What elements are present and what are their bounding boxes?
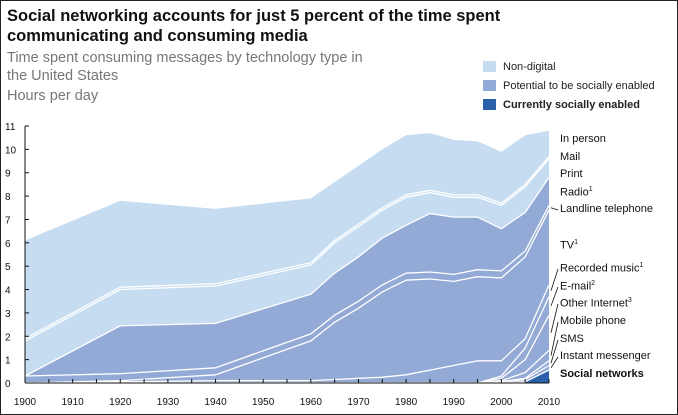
leader-line <box>550 339 559 364</box>
y-tick-label: 6 <box>5 239 11 250</box>
series-name: Landline telephone <box>560 203 653 215</box>
leader-line <box>550 286 559 307</box>
series-label-tv: TV1 <box>560 239 578 252</box>
y-tick-label: 8 <box>5 192 11 203</box>
series-label-landline-telephone: Landline telephone <box>560 203 653 215</box>
series-name: Mail <box>560 151 581 163</box>
footnote-marker: 2 <box>591 280 596 287</box>
legend-item-current: Currently socially enabled <box>483 95 655 114</box>
footnote-marker: 3 <box>627 297 632 304</box>
series-label-recorded-music: Recorded music1 <box>560 262 643 275</box>
leader-line <box>550 207 559 211</box>
legend-item-non-digital: Non-digital <box>483 57 655 76</box>
leader-line <box>550 268 559 291</box>
legend-swatch <box>483 61 496 72</box>
series-label-radio: Radio1 <box>560 186 593 199</box>
series-label-sms: SMS <box>560 333 584 345</box>
x-tick-label: 2010 <box>538 397 561 408</box>
series-name: Mobile phone <box>560 315 627 327</box>
leader-line <box>550 303 559 333</box>
x-tick-label: 1910 <box>62 397 85 408</box>
series-name: In person <box>560 133 606 145</box>
series-name: Social networks <box>560 368 644 380</box>
legend-label: Non-digital <box>503 60 556 73</box>
area-in-person <box>25 130 549 339</box>
x-tick-label: 1970 <box>347 397 370 408</box>
boundary-line <box>24 205 550 377</box>
series-label-in-person: In person <box>560 133 606 145</box>
area-landline-telephone <box>25 205 549 383</box>
x-tick-label: 1990 <box>443 397 466 408</box>
y-tick-label: 10 <box>5 145 17 156</box>
series-name: Instant messenger <box>560 350 651 362</box>
series-label-other-internet: Other Internet3 <box>560 297 632 310</box>
series-name: Print <box>560 168 583 180</box>
x-tick-label: 1960 <box>300 397 323 408</box>
y-tick-label: 2 <box>5 332 11 343</box>
chart-subtitle: Time spent consuming messages by technol… <box>7 50 363 84</box>
y-tick-label: 4 <box>5 286 11 297</box>
series-name: E-mail <box>560 280 592 293</box>
boundary-line <box>24 155 550 340</box>
series-name: Other Internet <box>560 297 628 310</box>
x-tick-label: 1950 <box>252 397 275 408</box>
y-tick-label: 3 <box>5 309 11 320</box>
area-print <box>25 158 549 376</box>
leader-line <box>550 356 559 369</box>
series-label-mobile-phone: Mobile phone <box>560 315 626 327</box>
legend-label: Currently socially enabled <box>503 98 640 111</box>
footnote-marker: 1 <box>639 262 644 269</box>
leader-line <box>550 321 559 356</box>
boundary-line <box>24 177 550 377</box>
x-tick-label: 1930 <box>157 397 180 408</box>
y-axis-units: Hours per day <box>7 88 99 104</box>
area-recorded-music <box>25 284 549 383</box>
series-label-social-networks: Social networks <box>560 368 644 380</box>
x-tick-label: 1920 <box>109 397 132 408</box>
boundary-line <box>24 284 550 384</box>
legend-swatch <box>483 80 496 91</box>
legend-label: Potential to be socially enabled <box>503 79 655 92</box>
series-name: TV <box>560 239 575 252</box>
series-label-instant-messenger: Instant messenger <box>560 350 651 362</box>
legend-item-potential: Potential to be socially enabled <box>483 76 655 95</box>
y-tick-label: 9 <box>5 169 11 180</box>
series-label-e-mail: E-mail2 <box>560 280 595 293</box>
series-name: SMS <box>560 333 584 345</box>
x-tick-label: 1940 <box>204 397 227 408</box>
y-tick-label: 5 <box>5 262 11 273</box>
footnote-marker: 1 <box>574 239 578 246</box>
y-tick-label: 0 <box>5 379 11 390</box>
legend-swatch <box>483 99 496 110</box>
area-tv <box>25 210 549 383</box>
chart-title: Social networking accounts for just 5 pe… <box>7 7 501 45</box>
boundary-line <box>24 209 550 384</box>
series-label-mail: Mail <box>560 151 580 163</box>
y-tick-label: 7 <box>5 215 11 226</box>
legend: Non-digital Potential to be socially ena… <box>483 57 655 114</box>
y-tick-label: 11 <box>5 122 16 133</box>
series-name: Radio <box>560 186 589 199</box>
boundary-line <box>24 158 550 342</box>
series-name: Recorded music <box>560 262 640 275</box>
footnote-marker: 1 <box>588 186 593 193</box>
series-label-print: Print <box>560 168 583 180</box>
x-tick-label: 1900 <box>14 397 37 408</box>
x-tick-label: 1980 <box>395 397 418 408</box>
x-tick-label: 2000 <box>490 397 513 408</box>
area-radio <box>25 177 549 376</box>
y-tick-label: 1 <box>5 356 11 367</box>
